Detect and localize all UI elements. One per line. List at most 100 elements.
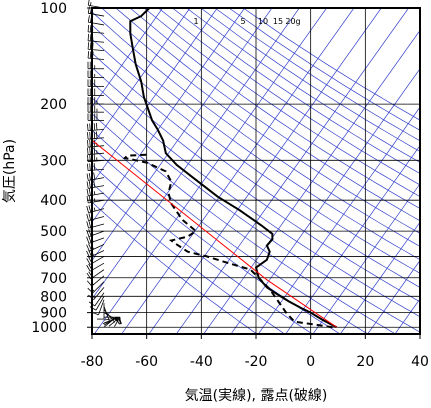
- y-tick-label: 400: [40, 193, 67, 209]
- parcel-line: [92, 139, 337, 328]
- wind-barb-flag: [88, 235, 92, 243]
- dry-adiabat-line: [214, 8, 420, 142]
- wind-barb-flag: [87, 123, 89, 131]
- y-tick-label: 300: [40, 153, 67, 169]
- wind-barb: [87, 88, 104, 96]
- wind-barb: [87, 51, 105, 60]
- wind-barb-staff: [88, 185, 105, 189]
- wind-barb: [102, 306, 110, 325]
- wind-barb-flag: [87, 33, 90, 41]
- wind-barb-flag: [88, 173, 91, 181]
- wind-barb-staff: [88, 57, 105, 60]
- wind-barb-flag: [93, 154, 96, 162]
- dry-adiabat-line: [186, 8, 420, 163]
- wind-barb-flag: [89, 25, 92, 33]
- wind-barb-flag: [88, 188, 91, 196]
- y-tick-label: 1000: [31, 320, 67, 336]
- mixing-ratio-label: 1: [193, 17, 198, 26]
- dry-adiabat-line: [115, 8, 420, 222]
- dry-adiabat-line: [92, 24, 420, 261]
- wind-barb-staff: [88, 12, 105, 17]
- wind-barb-flag: [93, 180, 96, 188]
- wind-barb: [87, 281, 105, 294]
- wind-barb-flag: [87, 15, 90, 23]
- wind-barb: [87, 33, 105, 43]
- dry-adiabat-line: [92, 113, 396, 334]
- dry-adiabat-line: [92, 52, 420, 288]
- wind-barb: [87, 61, 104, 70]
- x-tick-label: 40: [411, 354, 429, 370]
- isotherm-line: [312, 183, 420, 334]
- wind-barb-flag: [86, 229, 90, 237]
- wind-barb: [86, 195, 105, 204]
- x-axis: -80 -60 -40 -20 0 20 40: [81, 334, 429, 370]
- wind-barb-staff: [88, 145, 105, 148]
- wind-barb: [86, 180, 105, 189]
- dry-adiabat-line: [200, 8, 420, 152]
- wind-barb-staff: [103, 306, 110, 322]
- y-tick-label: 200: [40, 97, 67, 113]
- y-tick-label: 700: [40, 271, 67, 287]
- wind-barb-flag: [89, 163, 91, 171]
- isotherm-line: [93, 8, 327, 334]
- dry-adiabat-line: [101, 8, 420, 234]
- wind-barb: [87, 163, 105, 172]
- wind-barb: [87, 147, 105, 155]
- dry-adiabat-line: [129, 8, 420, 209]
- dry-adiabat-line: [143, 8, 420, 197]
- wind-barb-flag: [86, 188, 89, 196]
- wind-barb-flag: [89, 51, 92, 59]
- x-tick-label: 20: [356, 354, 374, 370]
- wind-barb-staff: [95, 296, 105, 311]
- wind-barb-flag: [86, 244, 90, 252]
- wind-barb: [86, 235, 105, 244]
- wind-barb-flag: [89, 34, 92, 42]
- isotherm-line: [175, 8, 409, 334]
- wind-barb-flag: [86, 213, 89, 221]
- x-tick-label: -20: [245, 354, 268, 370]
- dry-adiabat-line: [92, 164, 313, 334]
- dry-adiabat-line: [92, 67, 420, 303]
- y-tick-label: 600: [40, 249, 67, 265]
- wind-barb-flag: [86, 258, 91, 265]
- mixing-ratio-label: 5: [240, 17, 245, 26]
- wind-barb-flag: [87, 51, 90, 59]
- temperature-line: [129, 8, 338, 329]
- wind-barb-flag: [87, 42, 90, 50]
- y-tick-label: 500: [40, 224, 67, 240]
- wind-barb-flag: [86, 221, 89, 229]
- wind-barb: [91, 299, 105, 316]
- wind-barb-staff: [90, 269, 105, 280]
- dry-adiabat-line: [158, 8, 420, 186]
- mixing-ratio-label: 20g: [285, 17, 300, 26]
- wind-barb: [86, 256, 105, 265]
- wind-barb-flag: [93, 198, 96, 202]
- wind-barb-flag: [114, 320, 119, 327]
- wind-barb-staff: [88, 152, 105, 155]
- wind-barb-flag: [102, 320, 110, 325]
- wind-barb-staff: [88, 159, 105, 163]
- dry-adiabat-line: [172, 8, 420, 174]
- isotherm-line: [148, 8, 382, 334]
- wind-barb-staff: [88, 168, 105, 172]
- wind-barb-flag: [91, 311, 99, 316]
- wind-barb-flag: [88, 229, 92, 236]
- dry-adiabat-line: [92, 11, 420, 247]
- wind-barb-flag: [93, 172, 96, 180]
- wind-barb-staff: [92, 281, 105, 294]
- wind-barb-flag: [93, 191, 96, 195]
- dry-adiabat-line: [92, 182, 285, 334]
- wind-barb-staff: [88, 31, 105, 34]
- wind-barb-flag: [93, 163, 96, 171]
- grid: [91, 7, 421, 334]
- isotherm-line: [92, 8, 218, 185]
- isotherm-line: [420, 8, 431, 337]
- isotherm-line: [92, 8, 273, 262]
- x-tick-label: -60: [135, 354, 158, 370]
- wind-barb-flag: [93, 123, 96, 131]
- wind-barb-flag: [93, 139, 96, 147]
- wind-barb: [87, 97, 104, 105]
- isotherm-line: [367, 259, 420, 334]
- mixing-ratio-label: 15: [273, 17, 283, 26]
